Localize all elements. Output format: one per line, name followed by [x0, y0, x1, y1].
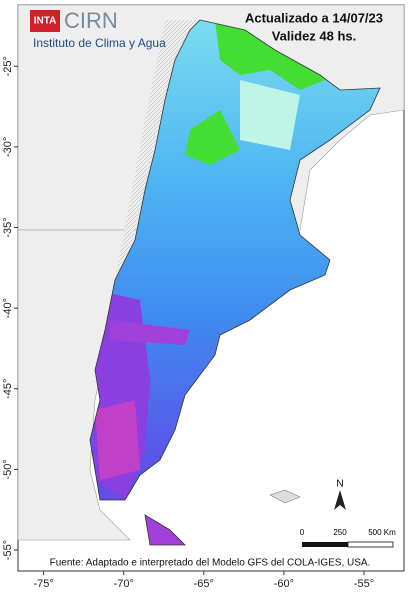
- y-tick-label: -30°: [2, 137, 14, 157]
- y-tick-label: -50°: [2, 459, 14, 479]
- y-tick-label: -35°: [2, 217, 14, 237]
- cirn-text: CIRN: [64, 8, 118, 33]
- andes-no-data: [115, 20, 200, 280]
- institute-name: Instituto de Clima y Agua: [33, 36, 166, 50]
- malvinas: [269, 489, 301, 504]
- scale-label: 250: [333, 528, 347, 537]
- y-tick-label: -25°: [2, 56, 14, 76]
- x-tick-label: -55°: [354, 578, 374, 590]
- north-label: N: [336, 479, 343, 490]
- x-tick-label: -65°: [194, 578, 214, 590]
- source-note: Fuente: Adaptado e interpretado del Mode…: [50, 558, 371, 569]
- tierra-del-fuego: [144, 514, 186, 546]
- validity: Validez 48 hs.: [272, 28, 357, 43]
- scale-label: 500 Km: [368, 528, 396, 537]
- inta-text: INTA: [34, 16, 57, 27]
- y-tick-label: -55°: [2, 540, 14, 560]
- scale-label: 0: [300, 528, 305, 537]
- argentina-border: [89, 19, 381, 501]
- update-date: Actualizado a 14/07/23: [245, 10, 383, 25]
- x-tick-label: -60°: [274, 578, 294, 590]
- y-tick-label: -45°: [2, 379, 14, 399]
- scale-bar: [347, 541, 394, 548]
- x-tick-label: -75°: [33, 578, 53, 590]
- y-tick-label: -40°: [2, 298, 14, 318]
- north-arrow: [334, 490, 346, 510]
- inta-logo: [30, 10, 60, 32]
- scale-bar: [302, 542, 348, 547]
- x-tick-label: -70°: [114, 578, 134, 590]
